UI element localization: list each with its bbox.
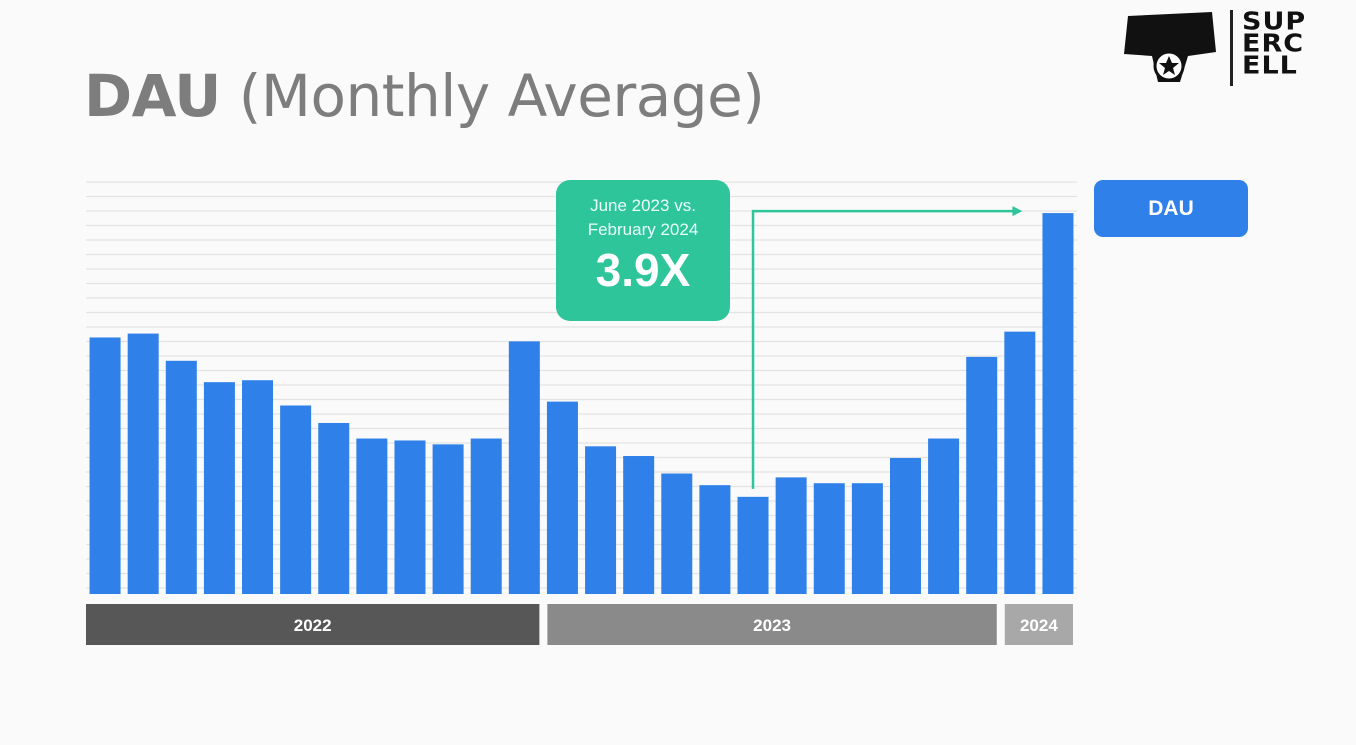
- bar: [546, 401, 578, 594]
- year-band: [547, 604, 997, 645]
- title-bold: DAU: [84, 62, 221, 130]
- bar: [585, 446, 617, 594]
- bar: [928, 438, 960, 594]
- callout-connector: [751, 206, 1023, 489]
- brawl-stars-logo: [1124, 12, 1216, 82]
- bar: [432, 444, 464, 594]
- supercell-line: SUP: [1242, 7, 1307, 36]
- bar: [623, 456, 655, 594]
- callout-subtitle: June 2023 vs. February 2024: [556, 194, 730, 242]
- callout-line1: June 2023 vs.: [590, 196, 696, 215]
- bar: [813, 483, 845, 594]
- year-label: 2024: [1020, 616, 1058, 635]
- callout-line2: February 2024: [587, 220, 699, 239]
- bar: [470, 438, 502, 594]
- logo-area: SUP ERC ELL: [1118, 6, 1348, 88]
- bar: [203, 382, 235, 594]
- year-label: 2023: [753, 616, 791, 635]
- bar: [394, 440, 426, 594]
- bar: [127, 333, 159, 594]
- bar: [966, 356, 998, 594]
- bar: [165, 360, 197, 594]
- supercell-line: ERC: [1242, 29, 1305, 58]
- bar: [661, 473, 693, 594]
- bar: [851, 483, 883, 594]
- bar: [775, 477, 807, 594]
- connector-line: [751, 209, 1017, 489]
- year-band: [86, 604, 540, 645]
- supercell-line: ELL: [1242, 51, 1298, 80]
- supercell-logo: SUP ERC ELL: [1242, 7, 1342, 80]
- bar: [242, 380, 274, 594]
- bar: [89, 337, 121, 594]
- logo-divider: [1230, 10, 1233, 86]
- page-title: DAU (Monthly Average): [84, 62, 765, 130]
- year-axis: 2022 2023 2024: [86, 604, 1073, 645]
- bar: [356, 438, 388, 594]
- callout-ratio: 3.9X: [595, 244, 691, 296]
- bar-series-dau: [89, 213, 1074, 594]
- bar: [1004, 331, 1036, 594]
- legend-dau: DAU: [1094, 180, 1248, 237]
- year-band: [1004, 604, 1073, 645]
- title-rest: (Monthly Average): [220, 62, 765, 130]
- bar: [889, 457, 921, 594]
- comparison-callout: June 2023 vs. February 2024 3.9X: [556, 180, 730, 321]
- year-label: 2022: [294, 616, 332, 635]
- bar: [737, 496, 769, 594]
- connector-arrowhead: [1012, 206, 1023, 217]
- bar: [318, 422, 350, 594]
- bar: [1042, 213, 1074, 594]
- bar: [508, 341, 540, 594]
- bar: [699, 485, 731, 594]
- bar: [280, 405, 312, 594]
